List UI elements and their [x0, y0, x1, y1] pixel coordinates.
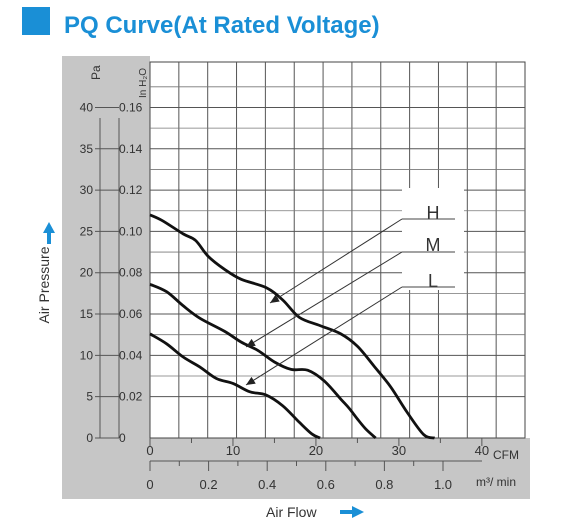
pa-tick-label: 25	[80, 224, 94, 238]
bottom-panel	[62, 438, 530, 499]
m3-tick-label: 0	[146, 477, 153, 492]
pq-curves	[149, 213, 435, 440]
inh2o-tick-label: 0	[119, 431, 126, 445]
pa-tick-label: 0	[86, 431, 93, 445]
m3-tick-label: 0.4	[258, 477, 276, 492]
pa-tick-label: 5	[86, 390, 93, 404]
curve-m	[149, 283, 377, 440]
chart-title: PQ Curve(At Rated Voltage)	[64, 12, 380, 39]
inh2o-tick-label: 0.06	[119, 307, 143, 321]
leader-line	[245, 286, 403, 386]
y-axes: 0 5 10 15 20 25 30 35 40 0 0.02 0.04 0.06 0.08 0.10 0.1…	[80, 100, 143, 445]
m3-tick-label: 1.0	[434, 477, 452, 492]
plot-area	[149, 61, 526, 439]
cfm-tick-label: 10	[226, 443, 240, 458]
cfm-tick-label: 30	[392, 443, 406, 458]
inh2o-tick-label: 0.12	[119, 183, 143, 197]
legend-label-l: L	[428, 271, 438, 291]
pa-tick-label: 20	[80, 266, 94, 280]
m3-tick-label: 0.8	[375, 477, 393, 492]
legend-label-m: M	[426, 235, 441, 255]
leader-line	[269, 218, 403, 304]
series-legend: HML	[245, 188, 464, 386]
inh2o-tick-label: 0.08	[119, 266, 143, 280]
inh2o-tick-label: 0.04	[119, 348, 143, 362]
inh2o-tick-label: 0.02	[119, 390, 143, 404]
x-axes: 0 10 20 30 40 0 0.2 0.4 0.6 0.8 1.0	[146, 438, 489, 492]
curve-h	[149, 213, 435, 440]
cfm-tick-label: 0	[146, 443, 153, 458]
left-panel	[62, 56, 150, 438]
curve-l	[149, 332, 321, 440]
title-square-icon	[22, 7, 50, 35]
pa-tick-label: 40	[80, 100, 94, 114]
m3-tick-label: 0.6	[317, 477, 335, 492]
m3-tick-label: 0.2	[200, 477, 218, 492]
cfm-tick-label: 20	[309, 443, 323, 458]
leader-arrowhead-icon	[246, 376, 256, 385]
pa-tick-label: 30	[80, 183, 94, 197]
cfm-unit-label: CFM	[493, 448, 519, 462]
y-axis-title: Air Pressure	[36, 246, 52, 323]
leader-line	[245, 251, 403, 348]
legend-box	[402, 188, 464, 290]
m3min-unit-label: m³/ min	[476, 475, 516, 489]
legend-label-h: H	[427, 203, 440, 223]
leader-arrowhead-icon	[246, 338, 256, 347]
inh2o-tick-label: 0.14	[119, 142, 143, 156]
cfm-tick-label: 40	[475, 443, 489, 458]
y-axis-arrow-icon	[43, 222, 55, 244]
pa-unit-label: Pa	[89, 65, 103, 80]
x-axis-title: Air Flow	[266, 504, 317, 520]
inh2o-tick-label: 0.10	[119, 224, 143, 238]
leader-arrowhead-icon	[270, 294, 280, 303]
inh2o-unit-label: In H₂O	[138, 68, 149, 98]
inh2o-tick-label: 0.16	[119, 100, 143, 114]
x-axis-arrow-icon	[340, 506, 364, 518]
pa-tick-label: 15	[80, 307, 94, 321]
x-axis-arrow-shape	[340, 506, 364, 518]
pa-tick-label: 35	[80, 142, 94, 156]
pa-tick-label: 10	[80, 348, 94, 362]
